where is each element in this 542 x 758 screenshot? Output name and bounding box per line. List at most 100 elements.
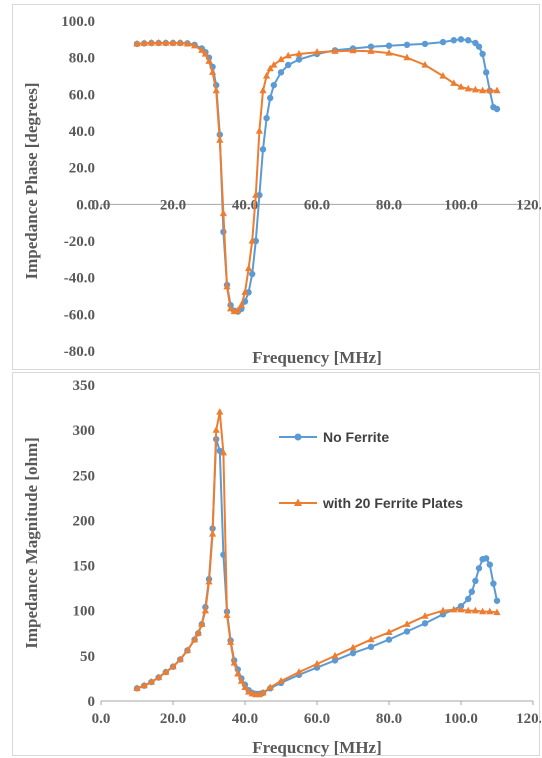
- y-axis-title: Impedance Magnitude [ohm]: [22, 437, 41, 649]
- data-point-ferrite: [162, 668, 170, 675]
- y-tick-label: -80.0: [64, 344, 95, 360]
- data-point-ferrite: [421, 61, 429, 68]
- data-point-ferrite: [457, 83, 465, 90]
- data-point-ferrite: [464, 84, 472, 92]
- data-point-ferrite: [403, 53, 411, 61]
- y-tick-label: 200: [73, 513, 96, 529]
- data-point-no-ferrite: [490, 580, 497, 587]
- data-point-ferrite: [162, 39, 170, 46]
- data-point-ferrite: [155, 39, 163, 46]
- x-tick-label: 80.0: [376, 711, 402, 727]
- data-point-no-ferrite: [295, 56, 303, 63]
- x-tick-label: 100.0: [444, 197, 478, 213]
- y-tick-label: 100.0: [61, 14, 95, 30]
- y-tick-label: 350: [73, 378, 96, 394]
- data-point-ferrite: [439, 606, 447, 614]
- legend-marker-triangle: [294, 498, 302, 506]
- data-point-no-ferrite: [259, 146, 267, 153]
- phase-chart: 100.0 80.0 60.0 40.0 20.0 0.0 -20.0 -40.0 -60.0 -…: [22, 14, 541, 367]
- data-point-ferrite: [212, 86, 220, 94]
- x-tick-label: 20.0: [160, 197, 186, 213]
- data-point-ferrite: [349, 643, 357, 651]
- x-tick-label: 0.0: [92, 197, 111, 213]
- data-point-ferrite: [216, 408, 224, 415]
- data-point-ferrite: [176, 655, 184, 663]
- data-point-ferrite: [133, 684, 141, 691]
- data-point-no-ferrite: [367, 643, 375, 651]
- data-point-ferrite: [266, 683, 274, 691]
- data-point-ferrite: [464, 606, 472, 614]
- y-tick-label: -40.0: [64, 271, 95, 287]
- data-point-ferrite: [479, 607, 487, 615]
- data-point-ferrite: [349, 46, 357, 54]
- data-point-ferrite: [479, 86, 487, 94]
- data-point-ferrite: [255, 127, 263, 134]
- data-point-ferrite: [209, 529, 217, 537]
- data-point-no-ferrite: [483, 555, 490, 562]
- data-point-ferrite: [198, 620, 206, 627]
- data-point-ferrite: [227, 304, 235, 312]
- legend-label: with 20 Ferrite Plates: [322, 495, 463, 511]
- x-tick-label: 120.0: [516, 197, 541, 213]
- x-tick-label: 60.0: [304, 711, 330, 727]
- data-point-no-ferrite: [450, 37, 457, 44]
- data-point-no-ferrite: [475, 43, 483, 50]
- data-point-ferrite: [223, 282, 231, 290]
- data-point-ferrite: [216, 136, 224, 143]
- data-point-no-ferrite: [479, 50, 486, 58]
- data-point-ferrite: [331, 651, 339, 659]
- data-point-ferrite: [205, 57, 213, 64]
- series-line-ferrite: [136, 42, 497, 313]
- x-tick-label: 60.0: [304, 197, 330, 213]
- data-point-no-ferrite: [277, 69, 285, 76]
- data-point-no-ferrite: [249, 270, 256, 278]
- data-point-ferrite: [493, 608, 501, 616]
- x-tick-label: 20.0: [160, 711, 186, 727]
- y-tick-label: 40.0: [69, 124, 95, 140]
- data-point-ferrite: [457, 605, 465, 613]
- magnitude-chart-panel: 350 300 250 200 150 100 50 0 0.0 20.0 40.0 60.0 80.0…: [12, 372, 541, 757]
- data-point-ferrite: [219, 209, 227, 217]
- x-tick-label: 80.0: [376, 197, 402, 213]
- data-point-ferrite: [133, 39, 141, 47]
- data-point-ferrite: [450, 79, 458, 86]
- x-axis-title: Frequcncy [MHz]: [252, 738, 382, 757]
- data-point-no-ferrite: [270, 81, 277, 89]
- data-point-ferrite: [201, 50, 209, 57]
- x-tick-label: 40.0: [232, 711, 258, 727]
- data-point-no-ferrite: [385, 42, 393, 49]
- data-point-no-ferrite: [493, 597, 501, 604]
- data-point-ferrite: [219, 448, 227, 456]
- data-point-ferrite: [201, 606, 209, 614]
- y-tick-label: -60.0: [64, 307, 95, 323]
- data-point-ferrite: [284, 51, 292, 59]
- y-tick-label: 80.0: [69, 51, 95, 67]
- data-point-ferrite: [183, 39, 191, 47]
- data-point-ferrite: [245, 264, 253, 272]
- data-point-no-ferrite: [331, 657, 339, 664]
- data-point-no-ferrite: [486, 561, 493, 568]
- data-point-no-ferrite: [403, 628, 411, 635]
- x-tick-label: 120.0: [516, 711, 541, 727]
- data-point-ferrite: [313, 48, 321, 55]
- data-point-ferrite: [230, 659, 238, 666]
- data-point-ferrite: [385, 628, 393, 635]
- data-point-ferrite: [194, 629, 202, 636]
- data-point-ferrite: [191, 41, 199, 49]
- data-point-ferrite: [439, 72, 447, 79]
- data-point-no-ferrite: [263, 114, 270, 122]
- x-tick-label: 40.0: [232, 197, 258, 213]
- data-point-ferrite: [403, 620, 411, 627]
- data-point-ferrite: [313, 659, 321, 667]
- y-tick-label: 50: [80, 649, 95, 665]
- data-point-ferrite: [245, 687, 253, 695]
- data-point-ferrite: [237, 677, 245, 684]
- data-point-ferrite: [385, 49, 393, 56]
- data-point-ferrite: [486, 607, 494, 615]
- data-point-ferrite: [209, 68, 217, 75]
- data-point-ferrite: [205, 577, 213, 585]
- legend-label: No Ferrite: [323, 429, 389, 445]
- y-tick-label: 0.0: [76, 197, 95, 213]
- data-point-ferrite: [252, 191, 260, 198]
- data-point-ferrite: [450, 605, 458, 613]
